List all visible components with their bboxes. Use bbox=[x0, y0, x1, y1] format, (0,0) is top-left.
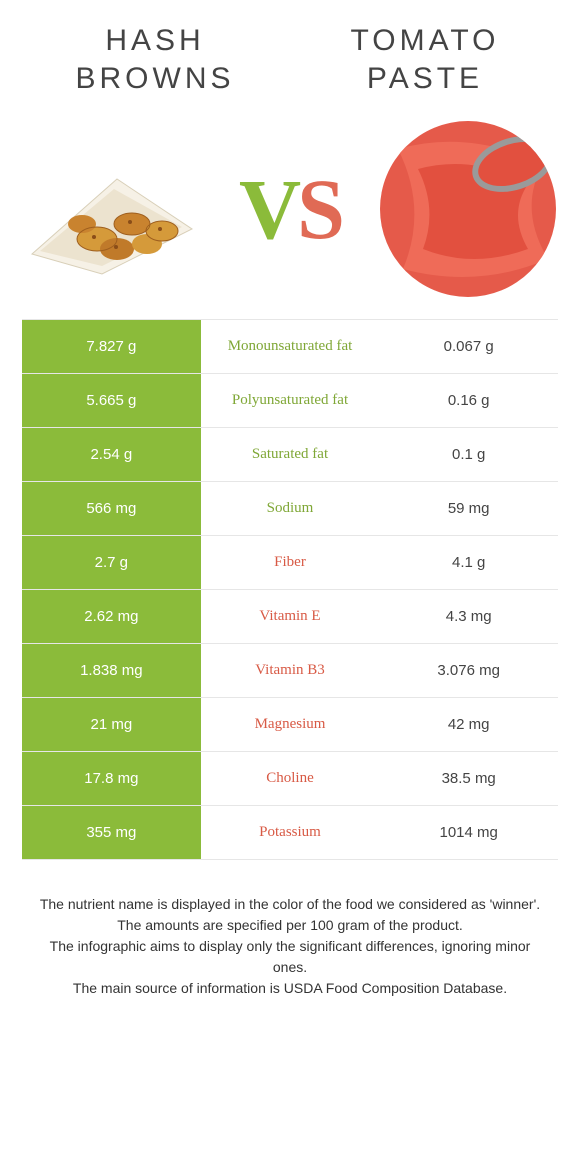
nutrient-row: 5.665 gPolyunsaturated fat0.16 g bbox=[22, 374, 558, 428]
nutrient-row: 21 mgMagnesium42 mg bbox=[22, 698, 558, 752]
nutrient-label: Monounsaturated fat bbox=[201, 320, 380, 373]
nutrient-row: 2.7 gFiber4.1 g bbox=[22, 536, 558, 590]
footnote-line: The infographic aims to display only the… bbox=[38, 936, 542, 978]
right-value: 0.1 g bbox=[379, 428, 558, 481]
left-food-title: HASH BROWNS bbox=[40, 22, 270, 97]
nutrient-label: Polyunsaturated fat bbox=[201, 374, 380, 427]
nutrient-row: 1.838 mgVitamin B33.076 mg bbox=[22, 644, 558, 698]
right-value: 1014 mg bbox=[379, 806, 558, 859]
left-value: 21 mg bbox=[22, 698, 201, 751]
nutrient-label: Fiber bbox=[201, 536, 380, 589]
right-value: 0.067 g bbox=[379, 320, 558, 373]
nutrient-label: Potassium bbox=[201, 806, 380, 859]
nutrient-row: 2.62 mgVitamin E4.3 mg bbox=[22, 590, 558, 644]
right-value: 42 mg bbox=[379, 698, 558, 751]
nutrient-row: 355 mgPotassium1014 mg bbox=[22, 806, 558, 860]
footnotes: The nutrient name is displayed in the co… bbox=[38, 894, 542, 999]
left-value: 17.8 mg bbox=[22, 752, 201, 805]
nutrient-label: Sodium bbox=[201, 482, 380, 535]
nutrient-row: 566 mgSodium59 mg bbox=[22, 482, 558, 536]
nutrient-label: Vitamin E bbox=[201, 590, 380, 643]
right-value: 4.1 g bbox=[379, 536, 558, 589]
right-value: 4.3 mg bbox=[379, 590, 558, 643]
right-value: 59 mg bbox=[379, 482, 558, 535]
nutrient-label: Choline bbox=[201, 752, 380, 805]
left-value: 355 mg bbox=[22, 806, 201, 859]
images-row: VS bbox=[0, 105, 580, 313]
vs-letter-v: V bbox=[239, 159, 297, 259]
left-value: 7.827 g bbox=[22, 320, 201, 373]
right-food-image bbox=[378, 119, 558, 299]
right-value: 3.076 mg bbox=[379, 644, 558, 697]
nutrient-label: Saturated fat bbox=[201, 428, 380, 481]
left-value: 2.7 g bbox=[22, 536, 201, 589]
right-value: 38.5 mg bbox=[379, 752, 558, 805]
vs-letter-s: S bbox=[297, 159, 341, 259]
hash-browns-icon bbox=[22, 119, 202, 299]
nutrient-row: 17.8 mgCholine38.5 mg bbox=[22, 752, 558, 806]
vs-badge: VS bbox=[239, 159, 341, 259]
left-value: 566 mg bbox=[22, 482, 201, 535]
nutrient-label: Magnesium bbox=[201, 698, 380, 751]
left-value: 2.62 mg bbox=[22, 590, 201, 643]
nutrient-row: 7.827 gMonounsaturated fat0.067 g bbox=[22, 320, 558, 374]
tomato-paste-icon bbox=[378, 119, 558, 299]
left-value: 1.838 mg bbox=[22, 644, 201, 697]
footnote-line: The nutrient name is displayed in the co… bbox=[38, 894, 542, 915]
right-food-title: TOMATO PASTE bbox=[310, 22, 540, 97]
header-row: HASH BROWNS TOMATO PASTE bbox=[0, 0, 580, 105]
nutrient-row: 2.54 gSaturated fat0.1 g bbox=[22, 428, 558, 482]
nutrient-label: Vitamin B3 bbox=[201, 644, 380, 697]
left-value: 2.54 g bbox=[22, 428, 201, 481]
nutrient-table: 7.827 gMonounsaturated fat0.067 g5.665 g… bbox=[22, 319, 558, 860]
footnote-line: The amounts are specified per 100 gram o… bbox=[38, 915, 542, 936]
left-food-image bbox=[22, 119, 202, 299]
footnote-line: The main source of information is USDA F… bbox=[38, 978, 542, 999]
left-value: 5.665 g bbox=[22, 374, 201, 427]
right-value: 0.16 g bbox=[379, 374, 558, 427]
